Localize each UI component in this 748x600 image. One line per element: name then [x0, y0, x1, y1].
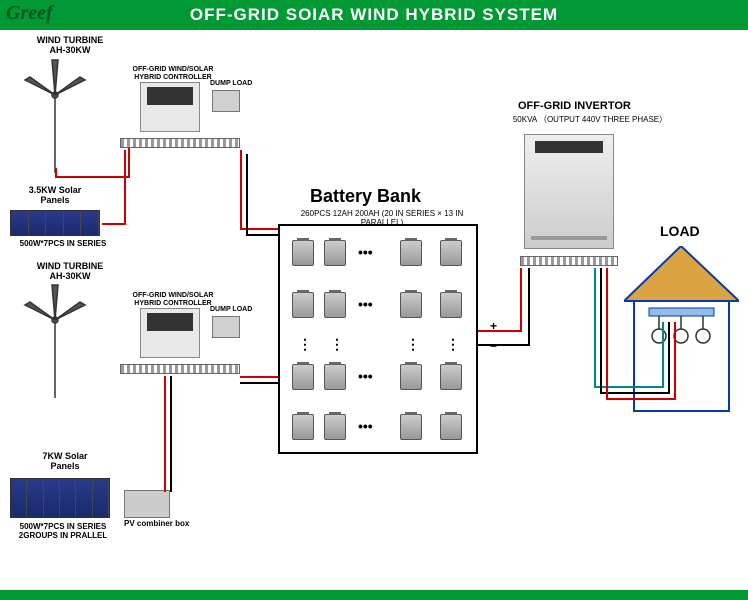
combiner-box: [124, 490, 170, 518]
turbine2-title: WIND TURBINE: [37, 261, 104, 271]
minus-sign: −: [490, 340, 497, 353]
logo: Greef: [6, 2, 53, 25]
controller1-box: [140, 82, 200, 132]
load-title: LOAD: [660, 224, 700, 239]
turbine1-title: WIND TURBINE: [37, 35, 104, 45]
dump1-label: DUMP LOAD: [210, 80, 252, 88]
solar2-spec: 500W*7PCS IN SERIES 2GROUPS IN PRALLEL: [8, 523, 118, 541]
plus-sign: +: [490, 320, 497, 333]
turbine1-label: WIND TURBINE AH-30KW: [30, 36, 110, 56]
footer-bar: [0, 590, 748, 600]
inverter-title: OFF-GRID INVERTOR: [518, 100, 631, 112]
controller2-label: OFF-GRID WIND/SOLAR HYBRID CONTROLLER: [128, 292, 218, 307]
controller2-box: [140, 308, 200, 358]
inverter-terminal: [520, 256, 618, 266]
turbine2-label: WIND TURBINE AH-30KW: [30, 262, 110, 282]
solar2-array: [10, 478, 110, 518]
controller1-label: OFF-GRID WIND/SOLAR HYBRID CONTROLLER: [128, 66, 218, 81]
terminal1: [120, 138, 240, 148]
house-icon: [624, 246, 739, 421]
battery-bank-box: ••• ••• ⋮ ⋮ ⋮ ⋮ ••• •••: [278, 224, 478, 454]
dump2-label: DUMP LOAD: [210, 306, 252, 314]
solar1-spec: 500W*7PCS IN SERIES: [8, 240, 118, 249]
terminal2: [120, 364, 240, 374]
dump2-box: [212, 316, 240, 338]
turbine1-model: AH-30KW: [49, 45, 90, 55]
inverter-spec: 50KVA （OUTPUT 440V THREE PHASE）: [500, 116, 680, 125]
solar1-array: [10, 210, 100, 236]
turbine1-icon: [20, 55, 90, 175]
battery-title: Battery Bank: [310, 186, 421, 207]
combiner-label: PV combiner box: [124, 520, 189, 529]
page-title: OFF-GRID SOIAR WIND HYBRID SYSTEM: [190, 5, 558, 25]
solar2-label: 7KW Solar Panels: [30, 452, 100, 472]
header-bar: OFF-GRID SOIAR WIND HYBRID SYSTEM: [0, 0, 748, 30]
solar1-label: 3.5KW Solar Panels: [20, 186, 90, 206]
inverter-box: [524, 134, 614, 249]
turbine2-icon: [20, 280, 90, 400]
dump1-box: [212, 90, 240, 112]
